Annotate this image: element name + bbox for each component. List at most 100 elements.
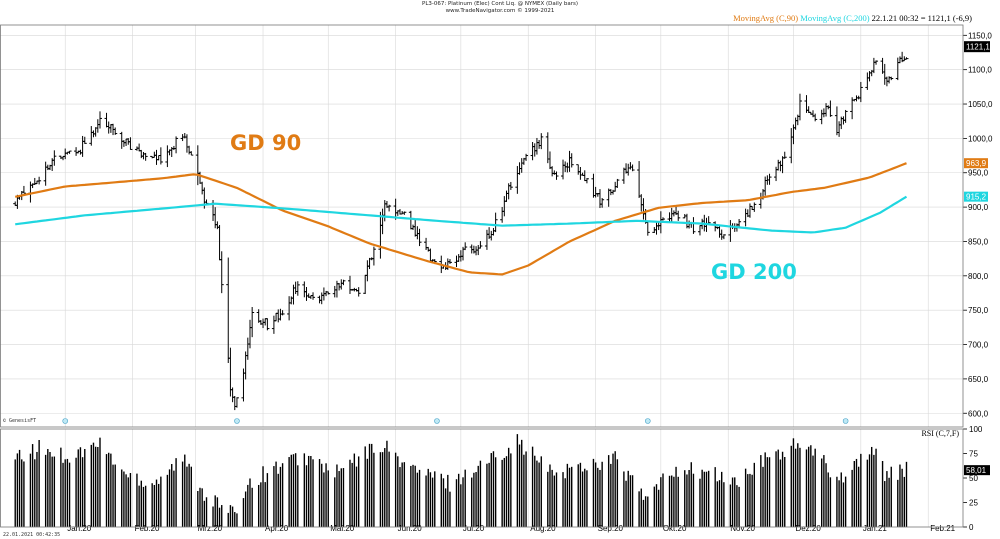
x-tick-label: Mai.20 xyxy=(330,524,355,533)
event-marker-icon xyxy=(434,418,440,424)
legend-price-info: 22.1.21 00:32 = 1121,1 (-6,9) xyxy=(871,13,972,23)
ohlc-bar xyxy=(261,318,266,329)
ohlc-bar xyxy=(713,221,718,232)
ohlc-bar xyxy=(797,93,802,121)
event-marker-icon xyxy=(234,418,240,424)
ohlc-bar xyxy=(639,194,644,212)
price-tick-label: 650,0 xyxy=(968,375,989,384)
ohlc-bar xyxy=(165,145,170,168)
ohlc-bar xyxy=(539,133,544,150)
ma200-value-badge xyxy=(964,191,988,202)
ohlc-bar xyxy=(671,210,676,217)
ohlc-bar xyxy=(311,292,316,300)
ohlc-bar xyxy=(626,163,631,176)
ohlc-bar xyxy=(121,140,126,147)
ohlc-bar xyxy=(97,111,102,129)
ohlc-bar xyxy=(217,224,222,261)
ohlc-bar xyxy=(189,151,194,156)
ohlc-bar xyxy=(493,212,498,233)
moving-average-lines xyxy=(14,162,908,276)
ohlc-bar xyxy=(645,221,650,236)
ohlc-bar xyxy=(197,171,202,184)
ohlc-bar xyxy=(813,113,818,122)
ohlc-bar xyxy=(80,135,85,157)
rsi-value-text: 58,01 xyxy=(966,466,987,475)
x-tick-label: Mrz.20 xyxy=(198,524,223,533)
ohlc-bar xyxy=(489,230,494,241)
ohlc-bar xyxy=(304,287,309,301)
ohlc-bar xyxy=(424,237,429,250)
price-tick-label: 1000,0 xyxy=(968,134,993,143)
ohlc-bar xyxy=(611,189,616,195)
ohlc-bar xyxy=(367,257,372,270)
price-tick-label: 750,0 xyxy=(968,306,989,315)
ohlc-bar xyxy=(691,217,696,234)
rsi-panel-frame xyxy=(0,428,964,528)
ohlc-bar xyxy=(828,100,833,117)
rsi-tick-label: 100 xyxy=(969,425,983,434)
ohlc-bar xyxy=(889,76,894,81)
ohlc-bar xyxy=(576,164,581,175)
rsi-tick-label: 0 xyxy=(969,523,974,532)
chart-subtitle: www.TradeNavigator.com © 1999-2021 xyxy=(445,8,555,14)
ohlc-bar xyxy=(82,136,87,144)
ohlc-bar xyxy=(250,307,255,338)
ohlc-bar xyxy=(519,158,524,173)
ohlc-bar xyxy=(356,287,361,297)
ohlc-bar xyxy=(45,164,50,171)
ohlc-bar xyxy=(445,258,450,270)
ohlc-bar xyxy=(184,134,189,153)
ohlc-bar xyxy=(456,254,461,262)
ohlc-bar xyxy=(174,136,179,154)
gd90-annotation: GD 90 xyxy=(230,131,302,155)
ohlc-bar xyxy=(152,151,157,158)
event-marker-icon xyxy=(842,418,849,424)
ohlc-bar xyxy=(37,176,42,185)
ohlc-bar xyxy=(687,220,692,229)
ohlc-bar xyxy=(854,95,859,102)
ohlc-bar xyxy=(728,220,733,242)
price-tick-label: 800,0 xyxy=(968,272,989,281)
ohlc-bar xyxy=(491,227,496,236)
ohlc-bar xyxy=(593,186,598,198)
ohlc-bar xyxy=(387,204,392,212)
ohlc-bar xyxy=(747,203,752,218)
ohlc-bar xyxy=(339,279,344,290)
ohlc-bar xyxy=(334,280,339,298)
ohlc-bar xyxy=(108,124,113,133)
ohlc-bar xyxy=(843,109,848,123)
ohlc-bar xyxy=(271,315,276,334)
ohlc-bar xyxy=(95,119,100,133)
ohlc-bar xyxy=(819,109,824,125)
ohlc-bar xyxy=(676,210,681,221)
ohlc-bar xyxy=(763,176,768,196)
ohlc-bar xyxy=(143,152,148,161)
ohlc-bar xyxy=(821,108,826,118)
ohlc-bar xyxy=(119,131,124,149)
ohlc-bar xyxy=(591,173,596,198)
rsi-value-badge xyxy=(964,465,990,476)
ohlc-bar xyxy=(21,185,26,194)
rsi-tick-label: 75 xyxy=(969,450,978,459)
ohlc-bar xyxy=(721,234,726,240)
ohlc-bar xyxy=(413,218,418,237)
ohlc-bar xyxy=(524,153,529,161)
ohlc-bar xyxy=(89,126,94,146)
ohlc-bar xyxy=(500,206,505,223)
ohlc-bar xyxy=(717,225,722,238)
ohlc-bar xyxy=(378,211,383,259)
ohlc-bar xyxy=(904,57,909,60)
ohlc-bar xyxy=(793,117,798,130)
ohlc-bar xyxy=(347,275,352,294)
ohlc-bar xyxy=(578,166,583,180)
ohlc-bar xyxy=(478,241,483,249)
ohlc-bar xyxy=(534,137,539,155)
ohlc-bar xyxy=(139,149,144,159)
rsi-grid xyxy=(64,429,929,527)
ohlc-bar xyxy=(200,181,205,195)
ohlc-bar xyxy=(63,148,68,160)
ohlc-bar xyxy=(902,56,907,62)
ohlc-bar xyxy=(78,149,83,155)
ohlc-bar xyxy=(295,281,300,296)
ohlc-bar xyxy=(124,138,129,147)
